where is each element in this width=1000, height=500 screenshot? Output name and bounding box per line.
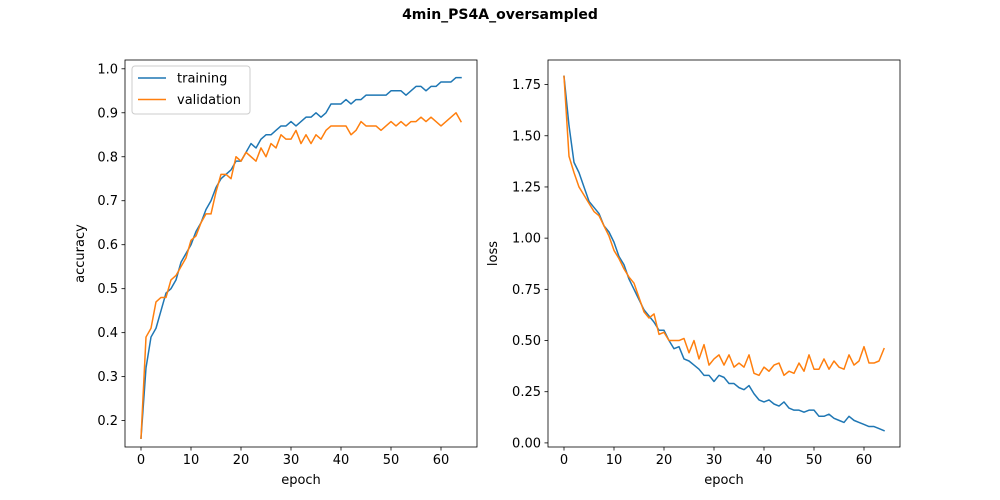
loss-y-tick-label: 0.75 <box>512 283 541 298</box>
loss-x-tick-label: 30 <box>706 453 723 468</box>
loss-validation-line <box>563 75 885 377</box>
accuracy-panel: 0 10 20 30 40 50 60 0.2 0.3 0.4 0.5 0.6 0.7 0.8 0.9 1.0… <box>73 59 478 488</box>
loss-x-tick-label: 20 <box>656 453 673 468</box>
loss-y-tick-label: 1.25 <box>512 180 541 195</box>
accuracy-y-tick-label: 1.0 <box>97 62 118 77</box>
loss-x-tick-label: 40 <box>756 453 773 468</box>
loss-y-tick-label: 0.25 <box>512 385 541 400</box>
accuracy-y-tick-label: 0.3 <box>97 370 118 385</box>
loss-x-axis-label: epoch <box>704 473 744 488</box>
loss-x-tick-label: 0 <box>560 453 568 468</box>
figure-title: 4min_PS4A_oversampled <box>402 7 598 23</box>
legend: training validation <box>131 65 251 115</box>
accuracy-x-tick-label: 10 <box>183 453 200 468</box>
loss-y-tick-label: 1.00 <box>512 232 541 247</box>
legend-label-training: training <box>177 72 227 87</box>
loss-x-tick-label: 10 <box>606 453 623 468</box>
accuracy-y-tick-label: 0.6 <box>97 238 118 253</box>
accuracy-y-tick-label: 0.4 <box>97 326 118 341</box>
loss-panel: 0 10 20 30 40 50 60 0.00 0.25 0.50 0.75 1.00 1.25 1.5… <box>486 59 901 488</box>
loss-axes-frame <box>547 59 901 448</box>
loss-training-line <box>563 75 885 432</box>
accuracy-y-tick-label: 0.9 <box>97 106 118 121</box>
accuracy-y-tick-label: 0.7 <box>97 194 118 209</box>
accuracy-x-tick-label: 0 <box>137 453 145 468</box>
accuracy-x-tick-label: 40 <box>333 453 350 468</box>
loss-y-tick-label: 1.50 <box>512 129 541 144</box>
loss-y-tick-label: 0.00 <box>512 436 541 451</box>
accuracy-x-tick-label: 30 <box>283 453 300 468</box>
accuracy-validation-line <box>140 112 463 439</box>
accuracy-y-axis-label: accuracy <box>73 224 88 283</box>
accuracy-training-line <box>140 76 462 440</box>
loss-x-tick-label: 50 <box>806 453 823 468</box>
loss-y-axis-label: loss <box>486 241 501 266</box>
accuracy-x-axis-label: epoch <box>281 473 321 488</box>
loss-x-tick-label: 60 <box>856 453 873 468</box>
loss-y-tick-label: 1.75 <box>512 78 541 93</box>
accuracy-axes-frame <box>124 59 478 448</box>
accuracy-x-tick-label: 20 <box>233 453 250 468</box>
accuracy-y-tick-label: 0.5 <box>97 282 118 297</box>
accuracy-y-tick-label: 0.2 <box>97 414 118 429</box>
accuracy-x-tick-label: 60 <box>433 453 450 468</box>
loss-y-tick-label: 0.50 <box>512 334 541 349</box>
accuracy-y-tick-label: 0.8 <box>97 150 118 165</box>
legend-label-validation: validation <box>177 93 241 108</box>
accuracy-x-tick-label: 50 <box>383 453 400 468</box>
